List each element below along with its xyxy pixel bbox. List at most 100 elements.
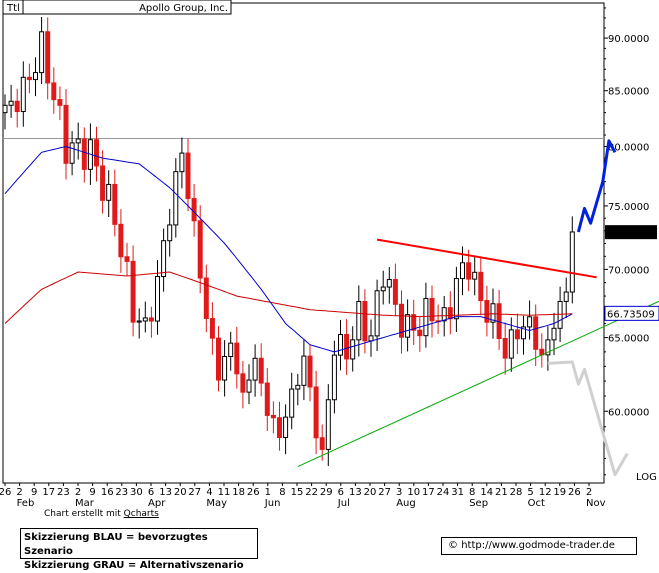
candle-body [51, 82, 57, 101]
candle-body [453, 278, 459, 320]
candle [33, 57, 38, 97]
candle [380, 270, 386, 305]
candle-body [313, 386, 319, 439]
candle-body [14, 100, 20, 113]
candle [484, 285, 490, 337]
candle [142, 301, 148, 333]
candle [130, 245, 136, 337]
x-month-label: Sep [469, 498, 488, 509]
candle-body [222, 355, 228, 381]
candle [209, 302, 215, 355]
candle-body [155, 276, 160, 322]
last-price-tag [605, 225, 657, 240]
candle [338, 319, 343, 371]
candle [100, 150, 106, 214]
x-tick-label: 6 [338, 487, 344, 498]
candle [20, 61, 26, 127]
x-tick-label: 26 [247, 487, 260, 498]
x-tick-label: 8 [279, 487, 285, 498]
x-month-label: May [206, 498, 227, 509]
x-month-label: Jul [337, 498, 350, 509]
title-box: Ttl Apollo Group, Inc. [2, 0, 232, 15]
candle [466, 249, 472, 292]
candle [472, 256, 478, 296]
candle [295, 373, 301, 406]
x-tick-label: 31 [451, 487, 464, 498]
candle-body [234, 342, 240, 375]
candle-body [185, 152, 191, 200]
candle [234, 326, 240, 389]
candle-body [423, 297, 429, 337]
x-month-label: Apr [148, 498, 166, 509]
candle-body [392, 279, 398, 305]
candle [508, 317, 514, 372]
candle-body [289, 388, 295, 418]
candle [423, 282, 429, 348]
candle-body [362, 301, 368, 342]
candle-body [399, 303, 404, 338]
x-tick-label: 28 [510, 487, 523, 498]
candle [569, 216, 575, 304]
candle [203, 264, 209, 333]
candle-body [203, 277, 209, 319]
x-tick-label: 10 [407, 487, 420, 498]
candle [252, 344, 258, 397]
x-tick-label: 16 [101, 487, 114, 498]
candle-body [197, 220, 203, 279]
candle [478, 258, 484, 316]
candle [240, 361, 246, 409]
candle [136, 308, 142, 339]
candle [319, 424, 325, 461]
qcharts-link[interactable]: Qcharts [123, 509, 159, 519]
candle-body [514, 329, 520, 340]
candle [392, 263, 398, 316]
candle [270, 401, 276, 434]
candle-body [246, 379, 252, 393]
candle-body [63, 104, 69, 164]
candle [124, 242, 130, 277]
candle-body [521, 326, 526, 340]
y-tick-label: 80.0000 [608, 143, 649, 154]
candle-body [81, 138, 87, 170]
x-tick-label: 30 [130, 487, 143, 498]
candle-body [100, 165, 106, 201]
x-tick-label: 18 [232, 487, 245, 498]
source-link[interactable]: © http://www.godmode-trader.de [441, 537, 637, 555]
candle [185, 138, 191, 212]
candle-body [20, 76, 26, 113]
x-tick-label: 26 [0, 487, 11, 498]
candle-body [240, 373, 246, 393]
gray-scenario-path [547, 360, 629, 477]
candle-body [228, 342, 234, 357]
x-tick-label: 20 [364, 487, 377, 498]
candle-body [283, 416, 289, 438]
candle-body [301, 355, 307, 386]
candle [350, 326, 356, 372]
candle-body [2, 104, 8, 114]
candle-body [508, 329, 514, 359]
candle-body [368, 335, 374, 342]
candle [155, 260, 160, 335]
x-tick-label: 17 [422, 487, 435, 498]
candle-body [57, 99, 63, 106]
x-tick-label: 3 [396, 487, 402, 498]
candle [307, 344, 313, 402]
x-tick-label: 13 [159, 487, 172, 498]
candle-body [277, 417, 282, 438]
x-tick-label: 2 [75, 487, 81, 498]
symbol-label: Ttl [6, 3, 20, 14]
candle-body [380, 286, 386, 292]
candle-body [69, 142, 75, 164]
candle-body [216, 337, 221, 381]
candle-body [527, 316, 533, 328]
candle-body [466, 262, 472, 280]
x-tick-label: 1 [265, 487, 271, 498]
x-tick-label: 14 [480, 487, 493, 498]
candle-body [39, 31, 45, 74]
plot-frame [2, 2, 605, 484]
candle [69, 131, 75, 176]
credit-prefix: Chart erstellt mit [44, 509, 121, 519]
candle [514, 313, 520, 354]
candle [246, 364, 252, 405]
x-tick-label: 5 [527, 487, 533, 498]
